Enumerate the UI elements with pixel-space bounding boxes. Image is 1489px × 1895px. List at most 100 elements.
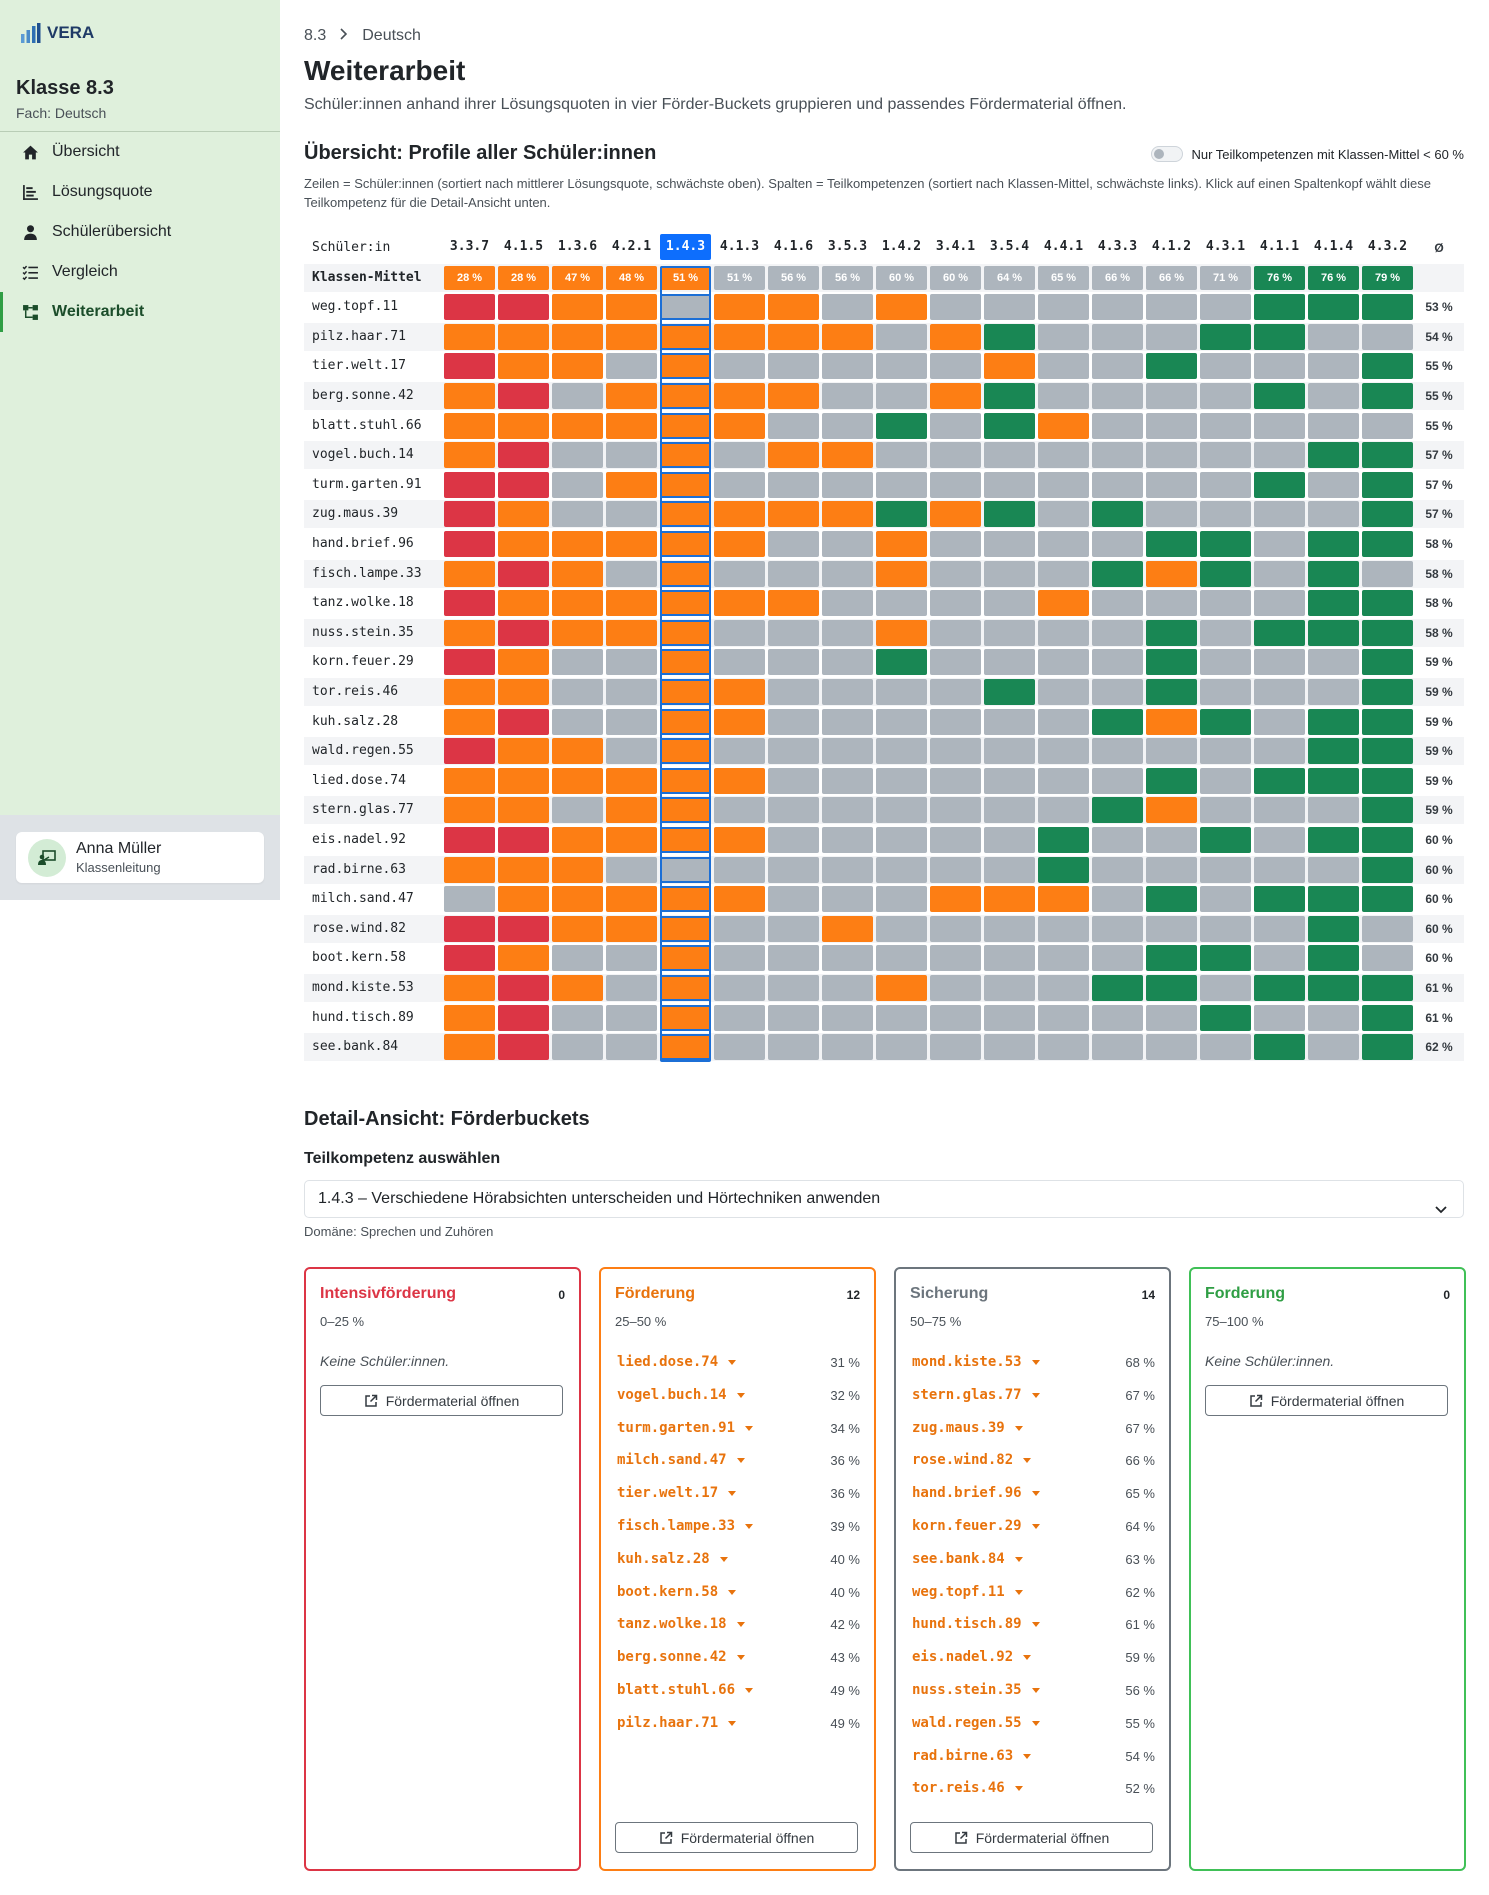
heatmap-cell[interactable] [606, 1004, 657, 1031]
heatmap-cell[interactable] [930, 738, 981, 765]
heatmap-cell[interactable] [714, 649, 765, 676]
heatmap-cell[interactable] [1200, 323, 1251, 350]
heatmap-cell[interactable] [1092, 797, 1143, 824]
heatmap-cell[interactable] [606, 471, 657, 498]
heatmap-cell[interactable] [984, 501, 1035, 528]
heatmap-cell[interactable] [930, 323, 981, 350]
heatmap-cell[interactable] [1308, 353, 1359, 380]
filter-toggle[interactable]: Nur Teilkompetenzen mit Klassen-Mittel <… [1151, 146, 1464, 162]
caret-down-icon[interactable] [1014, 1786, 1023, 1792]
heatmap-cell[interactable] [876, 856, 927, 883]
bucket-student-item[interactable]: wald.regen.55 55 % [912, 1715, 1155, 1735]
heatmap-cell[interactable] [444, 679, 495, 705]
heatmap-cell[interactable] [1146, 501, 1197, 528]
heatmap-cell[interactable] [1308, 1004, 1359, 1031]
heatmap-cell[interactable] [768, 442, 819, 469]
heatmap-cell[interactable] [930, 353, 981, 380]
heatmap-cell[interactable] [1362, 531, 1413, 557]
bucket-student-name[interactable]: pilz.haar.71 [617, 1714, 719, 1731]
heatmap-cell[interactable] [1362, 590, 1413, 617]
class-mean-cell[interactable]: 51 % [660, 265, 711, 290]
heatmap-cell[interactable] [444, 649, 495, 676]
sidebar-item-loesungsquote[interactable]: Lösungsquote [0, 172, 280, 212]
heatmap-cell[interactable] [930, 1004, 981, 1031]
heatmap-cell[interactable] [768, 856, 819, 883]
heatmap-cell[interactable] [552, 560, 603, 587]
heatmap-cell[interactable] [1146, 471, 1197, 498]
heatmap-cell[interactable] [1038, 560, 1089, 587]
heatmap-cell[interactable] [606, 383, 657, 409]
heatmap-cell[interactable] [1146, 827, 1197, 853]
heatmap-cell[interactable] [1200, 767, 1251, 794]
heatmap-cell[interactable] [444, 412, 495, 439]
heatmap-cell[interactable] [1254, 1034, 1305, 1061]
class-mean-cell[interactable]: 66 % [1092, 265, 1143, 290]
student-name[interactable]: lied.dose.74 [312, 772, 406, 788]
student-name[interactable]: blatt.stuhl.66 [312, 417, 422, 433]
column-header-3-5-3[interactable]: 3.5.3 [827, 239, 868, 254]
heatmap-cell[interactable] [1146, 915, 1197, 942]
bucket-student-item[interactable]: blatt.stuhl.66 49 % [617, 1682, 860, 1702]
heatmap-cell[interactable] [498, 590, 549, 617]
class-mean-cell[interactable]: 56 % [768, 265, 819, 290]
column-header-3-5-4[interactable]: 3.5.4 [989, 239, 1030, 254]
heatmap-cell[interactable] [1146, 560, 1197, 587]
heatmap-cell[interactable] [606, 856, 657, 883]
student-name[interactable]: wald.regen.55 [312, 743, 414, 759]
bucket-student-item[interactable]: hand.brief.96 65 % [912, 1485, 1155, 1505]
heatmap-cell[interactable] [606, 708, 657, 735]
heatmap-cell[interactable] [498, 383, 549, 409]
heatmap-cell[interactable] [930, 294, 981, 321]
heatmap-cell[interactable] [606, 442, 657, 469]
heatmap-cell[interactable] [552, 649, 603, 676]
bucket-student-name[interactable]: rose.wind.82 [912, 1452, 1014, 1469]
heatmap-cell[interactable] [984, 1004, 1035, 1031]
heatmap-cell[interactable] [822, 560, 873, 587]
heatmap-cell[interactable] [768, 679, 819, 705]
bucket-student-item[interactable]: nuss.stein.35 56 % [912, 1682, 1155, 1702]
heatmap-cell[interactable] [444, 442, 495, 469]
heatmap-cell[interactable] [1254, 767, 1305, 794]
column-header-1-4-3[interactable]: 1.4.3 [660, 234, 711, 260]
heatmap-cell[interactable] [1092, 501, 1143, 528]
heatmap-cell[interactable] [444, 501, 495, 528]
heatmap-cell[interactable] [1092, 767, 1143, 794]
heatmap-cell[interactable] [444, 886, 495, 913]
heatmap-cell[interactable] [822, 856, 873, 883]
heatmap-cell[interactable] [984, 827, 1035, 853]
heatmap-cell[interactable] [876, 383, 927, 409]
heatmap-cell[interactable] [1038, 945, 1089, 972]
heatmap-cell[interactable] [822, 945, 873, 972]
bucket-student-name[interactable]: mond.kiste.53 [912, 1354, 1022, 1370]
student-name[interactable]: nuss.stein.35 [312, 624, 414, 640]
heatmap-cell[interactable] [606, 886, 657, 913]
bucket-student-item[interactable]: stern.glas.77 67 % [912, 1387, 1155, 1407]
heatmap-cell[interactable] [444, 1004, 495, 1031]
heatmap-cell[interactable] [876, 442, 927, 469]
heatmap-cell[interactable] [984, 294, 1035, 321]
heatmap-cell[interactable] [984, 471, 1035, 498]
heatmap-cell[interactable] [1200, 353, 1251, 380]
heatmap-cell[interactable] [1092, 708, 1143, 735]
heatmap-cell[interactable] [552, 353, 603, 380]
heatmap-cell[interactable] [1038, 975, 1089, 1001]
bucket-student-name[interactable]: wald.regen.55 [912, 1714, 1022, 1731]
heatmap-cell[interactable] [984, 767, 1035, 794]
heatmap-cell[interactable] [714, 708, 765, 735]
heatmap-cell[interactable] [444, 619, 495, 646]
student-name[interactable]: zug.maus.39 [312, 506, 399, 522]
heatmap-cell[interactable] [660, 1034, 711, 1061]
heatmap-cell[interactable] [1308, 945, 1359, 972]
student-name[interactable]: pilz.haar.71 [312, 328, 406, 344]
heatmap-cell[interactable] [714, 856, 765, 883]
bucket-student-name[interactable]: eis.nadel.92 [912, 1649, 1014, 1666]
class-mean-cell[interactable]: 65 % [1038, 265, 1089, 290]
heatmap-cell[interactable] [1092, 886, 1143, 913]
open-material-button[interactable]: Fördermaterial öffnen [910, 1822, 1153, 1853]
heatmap-cell[interactable] [1038, 679, 1089, 705]
heatmap-cell[interactable] [714, 679, 765, 705]
heatmap-cell[interactable] [498, 827, 549, 853]
heatmap-cell[interactable] [606, 619, 657, 646]
student-name[interactable]: hand.brief.96 [312, 536, 414, 551]
heatmap-cell[interactable] [444, 531, 495, 557]
